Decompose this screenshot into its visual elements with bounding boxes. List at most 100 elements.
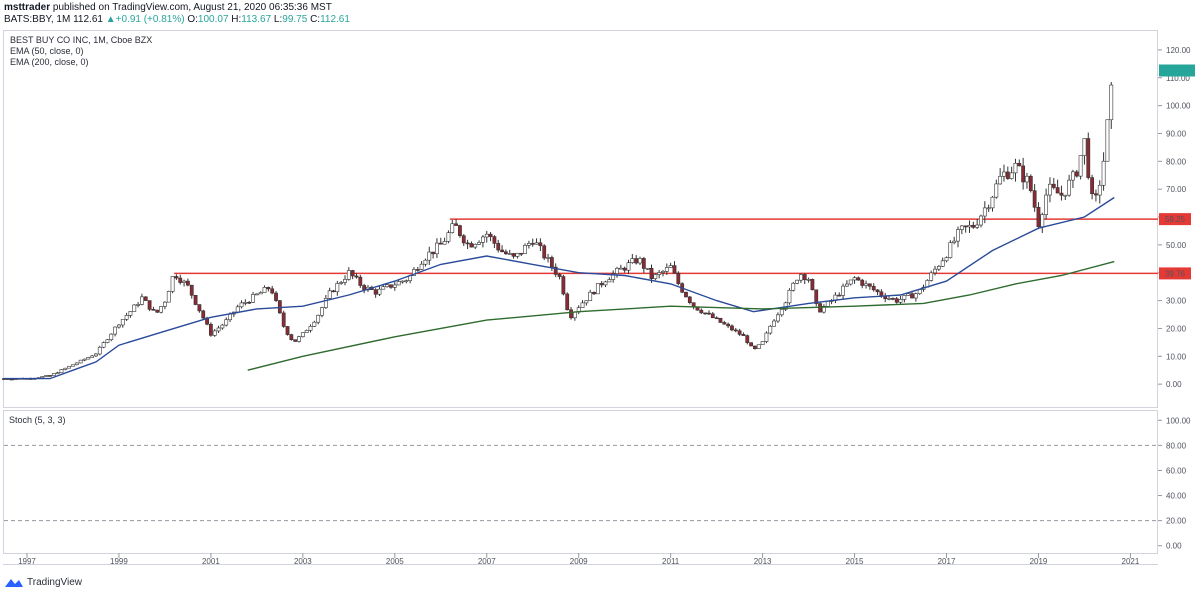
price-tick-label: 0.00 (1166, 380, 1182, 389)
price-tick-label: 120.00 (1166, 46, 1191, 55)
candle-body (875, 289, 880, 293)
candle-body (561, 276, 566, 295)
stoch-tick-label: 80.00 (1166, 441, 1187, 450)
time-tick-label: 2005 (386, 557, 404, 566)
candle-body (316, 314, 321, 323)
publisher-line: msttrader published on TradingView.com, … (4, 2, 332, 13)
stoch-tick-label: 60.00 (1166, 466, 1187, 475)
price-tick-label: 70.00 (1166, 185, 1187, 194)
candle-body (105, 339, 110, 343)
candle-body (1051, 183, 1056, 188)
candle-body (1097, 184, 1102, 196)
time-tick-label: 2007 (478, 557, 496, 566)
candle-body (412, 269, 416, 276)
candle-body (389, 284, 393, 288)
candle-body (163, 301, 167, 307)
candle-body (151, 309, 156, 311)
time-tick-label: 2019 (1030, 557, 1048, 566)
candle-body (553, 266, 558, 275)
close-value: 112.61 (320, 14, 350, 25)
candle-body (419, 263, 424, 270)
candle-body (166, 291, 171, 303)
candle-body (251, 294, 255, 303)
candle-body (431, 251, 436, 255)
legend-ema50[interactable]: EMA (50, close, 0) (10, 46, 84, 56)
candle-body (580, 302, 585, 308)
candle-body (155, 309, 160, 313)
tradingview-footer[interactable]: TradingView (4, 576, 82, 588)
candle-body (174, 276, 179, 279)
candle-body (308, 325, 313, 331)
candle-body (630, 258, 635, 263)
candle-body (392, 284, 397, 288)
candle-body (982, 207, 987, 217)
candle-body (944, 257, 949, 262)
stoch-label[interactable]: Stoch (5, 3, 3) (9, 415, 66, 425)
candle-body (810, 279, 815, 291)
candle-body (523, 244, 527, 254)
candle-body (526, 243, 531, 246)
last-price: 112.61 (73, 14, 103, 25)
candle-body (929, 272, 934, 281)
legend-ema200[interactable]: EMA (200, close, 0) (10, 57, 89, 67)
candle-body (565, 293, 570, 311)
chart-legend: BEST BUY CO INC, 1M, Cboe BZX EMA (50, c… (10, 35, 152, 68)
candle-body (542, 245, 547, 259)
candle-body (634, 258, 639, 264)
candle-body (71, 364, 75, 367)
candle-body (362, 285, 367, 291)
candle-body (569, 309, 573, 319)
candle-body (124, 315, 129, 320)
candle-body (1094, 193, 1098, 196)
candle-body (860, 279, 865, 286)
resistance-price-tag (1159, 213, 1191, 226)
candle-body (963, 225, 968, 228)
candle-body (622, 267, 627, 271)
stoch-tick-label: 40.00 (1166, 492, 1187, 501)
candle-body (871, 286, 876, 291)
candle-body (312, 321, 317, 327)
time-tick-label: 2015 (846, 557, 864, 566)
candle-body (756, 344, 761, 349)
candle-body (1067, 179, 1072, 196)
candle-body (741, 334, 746, 336)
candle-body (879, 291, 884, 297)
candle-body (208, 323, 213, 336)
time-tick-label: 2017 (938, 557, 956, 566)
candle-body (304, 330, 309, 333)
candle-body (458, 225, 462, 236)
candle-body (270, 288, 275, 294)
candle-body (1017, 163, 1022, 167)
price-tick-label: 30.00 (1166, 297, 1187, 306)
candle-body (592, 291, 596, 295)
candle-body (1005, 171, 1010, 179)
legend-title[interactable]: BEST BUY CO INC, 1M, Cboe BZX (10, 35, 153, 45)
price-tick-label: 90.00 (1166, 129, 1187, 138)
candle-body (343, 279, 347, 283)
candle-body (549, 257, 554, 268)
candle-body (143, 296, 148, 301)
candle-body (243, 302, 248, 304)
candle-body (473, 243, 478, 248)
candle-body (67, 365, 72, 369)
stoch-tick-label: 100.00 (1166, 416, 1191, 425)
author[interactable]: msttrader (4, 2, 51, 13)
candle-body (201, 310, 206, 319)
candle-body (618, 267, 623, 270)
candle-body (1071, 171, 1075, 181)
candle-body (779, 309, 784, 316)
price-tick-label: 10.00 (1166, 352, 1187, 361)
candle-body (772, 320, 776, 327)
candle-body (427, 251, 432, 261)
candle-body (101, 342, 106, 348)
candle-body (913, 293, 918, 299)
candle-body (975, 224, 980, 228)
candle-body (661, 271, 665, 273)
candle-body (534, 242, 539, 245)
candle-body (170, 276, 175, 292)
candle-body (645, 267, 650, 270)
time-tick-label: 2001 (202, 557, 220, 566)
time-tick-label: 1997 (18, 557, 36, 566)
candle-body (825, 301, 830, 307)
